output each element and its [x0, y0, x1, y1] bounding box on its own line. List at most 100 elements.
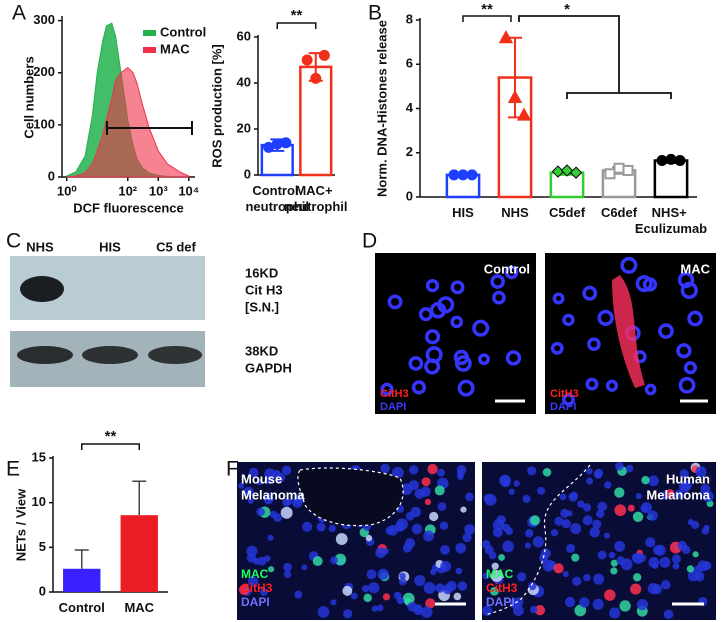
data-point — [301, 54, 313, 66]
nucleus — [408, 356, 424, 371]
nucleus — [585, 377, 599, 391]
cell — [610, 559, 618, 567]
cell — [430, 569, 437, 576]
cell — [334, 553, 347, 566]
cell — [633, 573, 642, 582]
nucleus — [424, 329, 441, 345]
cell — [648, 475, 659, 487]
cell — [435, 583, 445, 593]
nucleus — [677, 271, 695, 289]
cell — [513, 605, 524, 616]
blot-band — [82, 346, 138, 364]
cell — [484, 493, 497, 506]
cell — [393, 591, 402, 600]
y-tick-label: 2 — [406, 144, 413, 159]
cell — [437, 468, 445, 477]
data-point — [604, 168, 616, 180]
data-point — [498, 30, 514, 44]
panel-label: D — [362, 230, 377, 253]
x-axis-label: DCF fluorescence — [73, 200, 184, 215]
significance-label: ** — [481, 1, 493, 18]
lane-label: HIS — [99, 239, 121, 254]
cell — [283, 562, 292, 572]
cell — [424, 498, 432, 506]
cell — [350, 592, 358, 600]
panel-label: A — [12, 2, 26, 25]
nucleus — [644, 383, 657, 396]
nucleus — [658, 323, 674, 339]
cell — [579, 597, 590, 608]
cell — [566, 543, 576, 553]
cell — [377, 568, 389, 580]
cell — [586, 477, 594, 485]
cell — [425, 598, 436, 609]
cell — [654, 544, 666, 556]
cell — [537, 486, 546, 495]
stain-label: CitH3 — [380, 388, 409, 400]
cell — [561, 519, 571, 529]
x-tick-label: Control neutrophil — [245, 183, 309, 214]
cell — [508, 488, 515, 495]
cell — [407, 601, 418, 612]
x-tick-label: 10² — [118, 183, 137, 198]
cell — [256, 507, 265, 517]
cell — [429, 511, 439, 522]
cell — [559, 493, 567, 501]
net-signal — [612, 275, 645, 388]
cell — [440, 544, 450, 555]
data-point — [656, 154, 668, 166]
cell — [702, 490, 714, 502]
cell — [238, 482, 245, 489]
cell — [528, 581, 537, 591]
cell — [625, 464, 634, 473]
y-tick-label: 15 — [32, 449, 46, 464]
cell — [614, 540, 626, 552]
cell — [414, 488, 425, 499]
data-point — [674, 154, 686, 166]
cell — [583, 573, 591, 582]
cell — [574, 604, 587, 617]
cell — [596, 509, 605, 519]
x-tick-label: MAC — [124, 600, 154, 615]
stain-label: DAPI — [550, 401, 576, 413]
cell — [678, 481, 691, 493]
cell — [505, 527, 514, 536]
stain-label: CitH3 — [486, 581, 518, 595]
image-title: Mouse — [241, 471, 282, 486]
nucleus — [437, 296, 455, 314]
band-label: [S.N.] — [245, 299, 279, 314]
cell — [368, 582, 380, 594]
significance-bracket — [276, 22, 317, 29]
y-tick-label: 0 — [48, 168, 55, 183]
data-point — [271, 138, 283, 150]
cell — [312, 556, 323, 567]
y-tick-label: 200 — [33, 64, 55, 79]
bar — [63, 568, 101, 592]
nucleus — [478, 353, 490, 366]
cell — [562, 571, 569, 578]
cell — [542, 467, 552, 477]
cell — [671, 554, 681, 564]
cell — [283, 570, 292, 579]
cell — [330, 599, 337, 606]
cell — [550, 529, 559, 537]
nucleus — [418, 307, 433, 322]
histogram-area — [66, 66, 190, 178]
cell — [603, 532, 610, 539]
image-title: Melanoma — [646, 487, 710, 502]
cell — [464, 524, 475, 535]
cell — [316, 522, 326, 532]
cell — [317, 606, 330, 618]
nucleus — [490, 274, 505, 289]
panel-label: F — [226, 458, 239, 481]
nucleus — [620, 256, 638, 274]
significance-label: * — [564, 1, 570, 18]
cell — [455, 567, 463, 575]
lane-label: C5 def — [156, 239, 196, 254]
cell — [686, 565, 695, 573]
stain-label: DAPI — [241, 595, 270, 609]
cell — [440, 560, 452, 572]
nucleus — [492, 290, 506, 305]
stain-label: CitH3 — [241, 581, 273, 595]
